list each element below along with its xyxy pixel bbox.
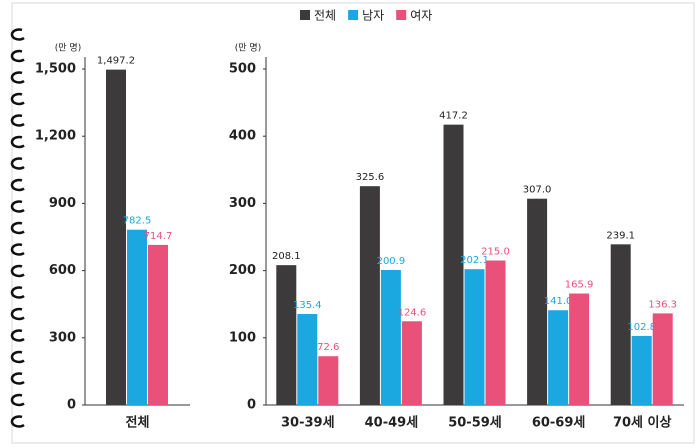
spiral-ring	[10, 49, 25, 63]
x-tick-label: 전체	[126, 415, 150, 431]
y-tick-label: 300	[49, 330, 76, 345]
value-label: 239.1	[606, 230, 635, 241]
y-tick-label: 1,500	[35, 62, 76, 77]
spiral-ring	[10, 157, 25, 170]
value-label: 325.6	[356, 172, 385, 183]
spiral-ring	[10, 243, 25, 256]
y-tick-label: 100	[229, 330, 256, 345]
bar	[443, 124, 464, 405]
spiral-ring	[10, 221, 25, 235]
spiral-ring	[10, 307, 25, 321]
bar	[610, 244, 631, 405]
spiral-ring	[10, 28, 25, 41]
value-label: 202.1	[460, 255, 489, 266]
bar	[631, 335, 652, 405]
bar	[359, 186, 380, 405]
spiral-ring	[10, 415, 25, 428]
value-label: 215.0	[481, 247, 510, 258]
value-label: 141.0	[544, 296, 573, 307]
bar	[401, 321, 422, 405]
y-tick-label: 300	[229, 196, 256, 211]
y-tick-label: 200	[229, 263, 256, 278]
bar	[127, 229, 147, 405]
y-tick-label: 900	[49, 196, 76, 211]
x-tick-label: 70세 이상	[613, 415, 672, 431]
legend-label: 여자	[410, 9, 432, 23]
bar	[464, 269, 485, 405]
spiral-ring	[10, 200, 25, 213]
spiral-ring	[10, 286, 25, 299]
spiral-ring	[10, 393, 25, 407]
value-label: 136.3	[648, 299, 677, 310]
value-label: 124.6	[398, 307, 427, 318]
value-label: 72.6	[317, 342, 339, 353]
spiral-ring	[10, 264, 25, 278]
spiral-ring	[10, 135, 25, 149]
value-label: 307.0	[523, 185, 552, 196]
spiral-ring	[10, 329, 25, 342]
bar	[485, 260, 506, 405]
spiral-ring	[10, 71, 25, 84]
spiral-ring	[10, 350, 25, 364]
bar	[297, 314, 318, 405]
legend-swatch	[300, 10, 310, 20]
value-label: 417.2	[439, 111, 468, 122]
y-tick-label: 1,200	[35, 129, 76, 144]
value-label: 102.8	[627, 322, 656, 333]
value-label: 135.4	[293, 300, 322, 311]
spiral-ring	[10, 372, 25, 385]
legend-swatch	[348, 10, 359, 20]
y-axis-unit: (만 명)	[235, 43, 261, 54]
y-tick-label: 400	[229, 129, 256, 144]
bar	[318, 356, 339, 405]
x-tick-label: 50-59세	[448, 416, 502, 431]
value-label: 165.9	[565, 280, 594, 291]
legend-label: 남자	[362, 9, 384, 23]
bar	[148, 244, 168, 405]
x-tick-label: 30-39세	[281, 416, 335, 431]
y-tick-label: 0	[67, 398, 76, 413]
bar	[527, 198, 548, 405]
x-tick-label: 40-49세	[365, 416, 419, 431]
spiral-ring	[10, 114, 25, 127]
value-label: 208.1	[272, 251, 301, 262]
value-label: 1,497.2	[97, 56, 135, 67]
y-tick-label: 600	[49, 263, 76, 278]
spiral-ring	[10, 178, 25, 192]
bar	[652, 313, 673, 405]
bar	[548, 310, 569, 405]
spiral-binding	[10, 28, 25, 428]
value-label: 200.9	[377, 256, 406, 267]
value-label: 714.7	[144, 231, 173, 242]
bar	[380, 269, 401, 405]
legend-swatch	[396, 10, 407, 20]
y-tick-label: 500	[229, 62, 256, 77]
legend-label: 전체	[314, 9, 336, 23]
bar	[106, 69, 126, 405]
bar	[276, 265, 297, 405]
y-tick-label: 0	[247, 398, 256, 413]
bar	[569, 293, 590, 405]
x-tick-label: 60-69세	[532, 416, 586, 431]
spiral-ring	[10, 92, 25, 106]
value-label: 782.5	[123, 216, 152, 227]
y-axis-unit: (만 명)	[55, 43, 81, 54]
